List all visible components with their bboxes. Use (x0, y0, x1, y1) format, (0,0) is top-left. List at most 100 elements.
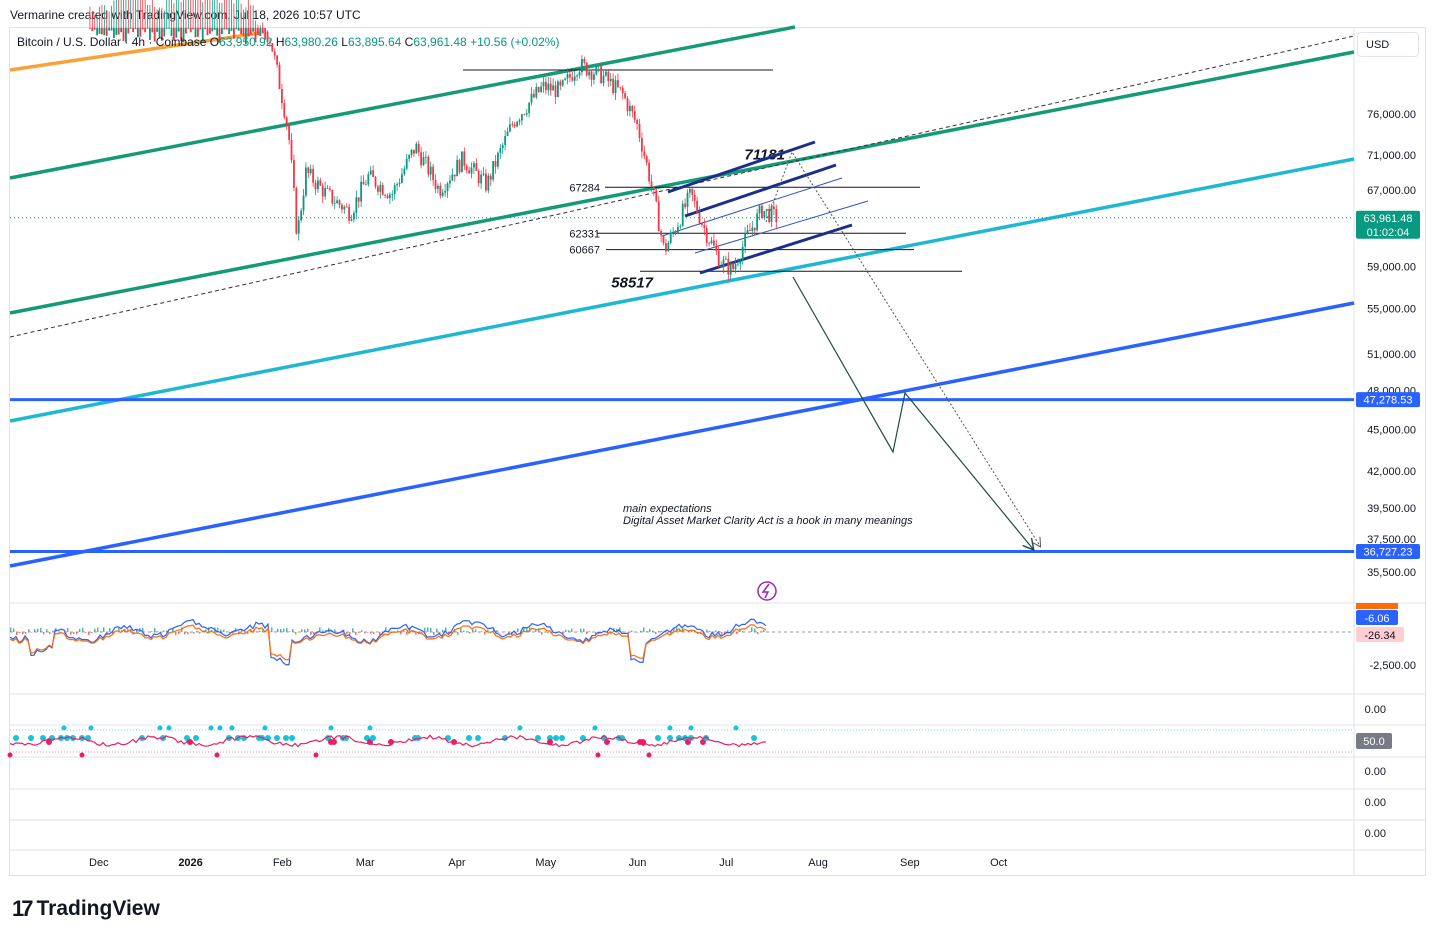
candle-body (194, 28, 197, 38)
time-tick-label: Jul (719, 857, 733, 869)
band-top-dot (88, 725, 94, 731)
candle-body (314, 182, 317, 190)
band-signal-dot (475, 735, 481, 741)
candle-body (612, 78, 615, 94)
band-top-dot (157, 725, 163, 731)
candle-body (345, 206, 348, 208)
candle-body (434, 179, 437, 189)
candle-body (110, 28, 113, 31)
oscillator-histogram-bar (580, 628, 582, 632)
candle-body (744, 232, 747, 247)
oscillator-histogram-bar (706, 629, 708, 632)
level-price-badge (1356, 392, 1420, 408)
oscillator-histogram-bar (334, 629, 336, 632)
candle-body (537, 87, 540, 92)
candle-body (89, 28, 91, 29)
open-value: 63,950.92 (219, 35, 273, 49)
oscillator-orange-badge (1356, 603, 1398, 609)
blue-trendline (9, 301, 1355, 568)
oscillator-histogram-bar (460, 627, 462, 632)
oscillator-histogram-bar (661, 630, 663, 632)
candle-body (669, 232, 672, 243)
oscillator-histogram-bar (319, 627, 321, 632)
symbol-legend: Bitcoin / U.S. Dollar · 4h · Coinbase O6… (17, 35, 559, 49)
oscillator-histogram-bar (247, 632, 249, 635)
oscillator-histogram-bar (40, 627, 42, 632)
oscillator-histogram-bar (727, 630, 729, 632)
candle-body (686, 192, 689, 208)
candle-body (708, 242, 711, 244)
symbol-name: Bitcoin / U.S. Dollar · 4h · Coinbase (17, 35, 207, 49)
candle-body (115, 28, 118, 35)
candle-body (506, 131, 509, 137)
candle-body (609, 78, 612, 82)
candle-body (96, 28, 99, 36)
candle-body (751, 227, 754, 232)
oscillator-histogram-bar (88, 632, 90, 636)
candle-body (717, 250, 720, 267)
band-signal-dot (703, 735, 709, 741)
currency-button[interactable]: USD (1357, 32, 1419, 57)
oscillator-histogram-bar (616, 628, 618, 632)
candle-body (187, 28, 190, 29)
candle-body (446, 183, 449, 192)
candle-body (182, 28, 185, 43)
oscillator-histogram-bar (280, 629, 282, 632)
candle-body (667, 242, 670, 252)
candle-body (482, 173, 485, 175)
time-tick-label: Jun (629, 857, 647, 869)
oscillator-histogram-bar (70, 632, 72, 635)
candle-body (578, 72, 581, 76)
price-level-label: 71181 (744, 146, 785, 163)
oscillator-histogram-bar (79, 628, 81, 632)
credit-line: Vermarine created with TradingView.com, … (10, 8, 361, 22)
candle-body (540, 86, 543, 92)
time-tick-label: Oct (990, 857, 1007, 869)
oscillator-red-badge (1356, 627, 1404, 642)
candle-body (422, 157, 425, 166)
band-signal-dot (559, 735, 565, 741)
candle-body (453, 174, 456, 177)
time-tick-label: Dec (89, 857, 109, 869)
candle-body (763, 211, 766, 218)
candle-body (348, 206, 351, 221)
candle-body (144, 28, 147, 33)
oscillator-histogram-bar (472, 629, 474, 632)
oscillator-histogram-bar (397, 630, 399, 632)
candle-body (254, 28, 257, 43)
candle-body (504, 136, 507, 146)
band-signal-dot (13, 735, 19, 741)
oscillator-histogram-bar (484, 632, 486, 635)
candle-body (360, 181, 363, 202)
oscillator-histogram-bar (73, 632, 75, 634)
candle-body (168, 28, 171, 29)
oscillator-histogram-bar (568, 630, 570, 632)
candle-body (734, 264, 737, 270)
oscillator-histogram-bar (586, 632, 588, 634)
band-bottom-dot (7, 752, 13, 758)
oscillator-histogram-bar (307, 628, 309, 632)
candle-body (732, 263, 735, 270)
oscillator-histogram-bar (112, 632, 114, 635)
band-tick-label: 0.00 (1365, 828, 1386, 840)
oscillator-histogram-bar (562, 632, 564, 635)
candle-body (204, 28, 207, 30)
candle-body (331, 189, 334, 204)
candle-body (554, 85, 557, 97)
candle-body (362, 181, 365, 185)
candle-body (636, 119, 639, 124)
band-signal-dot (667, 735, 673, 741)
tradingview-brand[interactable]: 17 TradingView (12, 896, 160, 922)
oscillator-histogram-bar (709, 630, 711, 632)
candle-body (420, 152, 423, 166)
annotation-line-1: main expectations (623, 503, 712, 515)
oscillator-histogram-bar (184, 632, 186, 635)
candle-body (237, 28, 240, 31)
oscillator-histogram-bar (166, 630, 168, 632)
candle-body (518, 120, 521, 122)
high-label: H (275, 35, 285, 49)
candle-body (302, 195, 305, 211)
oscillator-histogram-bar (190, 632, 192, 633)
oscillator-histogram-bar (541, 632, 543, 635)
